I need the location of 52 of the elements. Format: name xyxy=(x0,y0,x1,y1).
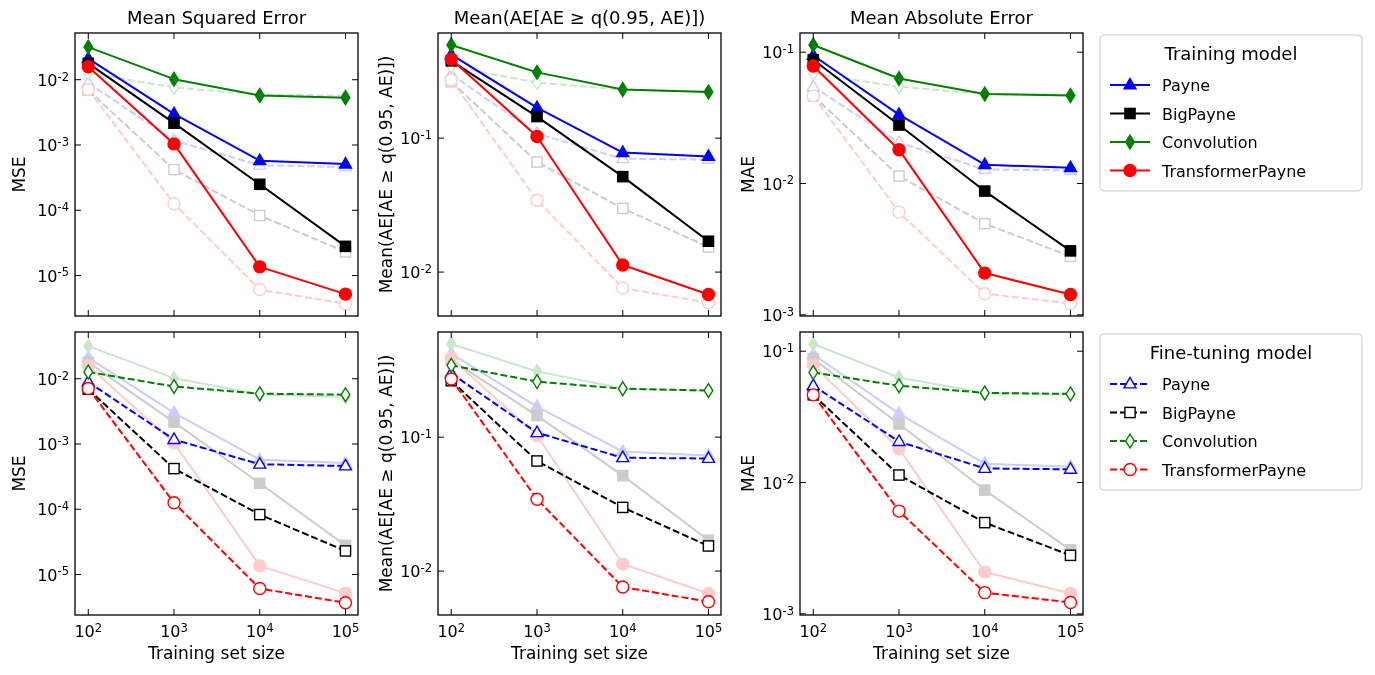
y-axis-title: Mean(AE[AE ≥ q(0.95, AE)]) xyxy=(376,55,396,294)
x-tick-label: 10$^{5}$ xyxy=(331,620,360,641)
legend-title: Training model xyxy=(1163,43,1298,64)
x-tick-label: 10$^{4}$ xyxy=(245,620,274,641)
y-tick-label: 10$^{-4}$ xyxy=(37,200,69,221)
x-axis-title: Training set size xyxy=(872,643,1010,663)
x-axis-title: Training set size xyxy=(510,643,648,663)
x-tick-label: 10$^{4}$ xyxy=(608,620,637,641)
y-tick-label: 10$^{-1}$ xyxy=(400,426,432,448)
legend-label: TransformerPayne xyxy=(1161,161,1307,181)
y-tick-label: 10$^{-2}$ xyxy=(37,69,69,90)
x-tick-label: 10$^{5}$ xyxy=(1056,620,1085,641)
x-tick-label: 10$^{2}$ xyxy=(437,620,466,641)
y-tick-label: 10$^{-1}$ xyxy=(400,127,432,149)
y-axis-title: Mean(AE[AE ≥ q(0.95, AE)]) xyxy=(376,354,396,593)
y-tick-label: 10$^{-2}$ xyxy=(762,472,794,493)
x-tick-label: 10$^{3}$ xyxy=(885,620,913,641)
y-tick-label: 10$^{-2}$ xyxy=(400,261,432,283)
legend-label: Convolution xyxy=(1162,133,1258,152)
x-tick-label: 10$^{4}$ xyxy=(970,620,999,641)
x-tick-label: 10$^{3}$ xyxy=(160,620,188,641)
y-tick-label: 10$^{-2}$ xyxy=(37,368,69,389)
x-tick-label: 10$^{2}$ xyxy=(74,620,103,641)
y-tick-label: 10$^{-5}$ xyxy=(37,265,69,286)
x-axis-title: Training set size xyxy=(147,643,285,663)
y-axis-title: MSE xyxy=(9,455,29,492)
legend-label: BigPayne xyxy=(1162,104,1236,124)
legend-title: Fine-tuning model xyxy=(1149,342,1313,363)
y-tick-label: 10$^{-3}$ xyxy=(762,603,794,624)
y-tick-label: 10$^{-4}$ xyxy=(37,499,69,520)
y-axis-title: MAE xyxy=(738,454,758,493)
y-tick-label: 10$^{-5}$ xyxy=(37,564,69,585)
legend-label: BigPayne xyxy=(1162,403,1236,423)
x-tick-label: 10$^{2}$ xyxy=(799,620,828,641)
x-tick-label: 10$^{3}$ xyxy=(523,620,551,641)
chart-title: Mean Squared Error xyxy=(126,7,307,28)
y-tick-label: 10$^{-2}$ xyxy=(762,173,794,194)
legend-label: Payne xyxy=(1162,76,1211,95)
legend-label: Convolution xyxy=(1162,432,1258,451)
y-tick-label: 10$^{-1}$ xyxy=(762,42,794,63)
y-tick-label: 10$^{-2}$ xyxy=(400,560,432,582)
y-tick-label: 10$^{-3}$ xyxy=(762,304,794,325)
y-axis-title: MAE xyxy=(738,155,758,194)
legend-label: Payne xyxy=(1162,375,1211,394)
y-tick-label: 10$^{-1}$ xyxy=(762,341,794,362)
x-tick-label: 10$^{5}$ xyxy=(694,620,723,641)
chart-title: Mean Absolute Error xyxy=(849,7,1034,28)
y-tick-label: 10$^{-3}$ xyxy=(37,433,69,454)
y-tick-label: 10$^{-3}$ xyxy=(37,134,69,155)
legend-label: TransformerPayne xyxy=(1161,460,1307,480)
y-axis-title: MSE xyxy=(9,156,29,193)
chart-title: Mean(AE[AE ≥ q(0.95, AE)]) xyxy=(453,7,706,28)
